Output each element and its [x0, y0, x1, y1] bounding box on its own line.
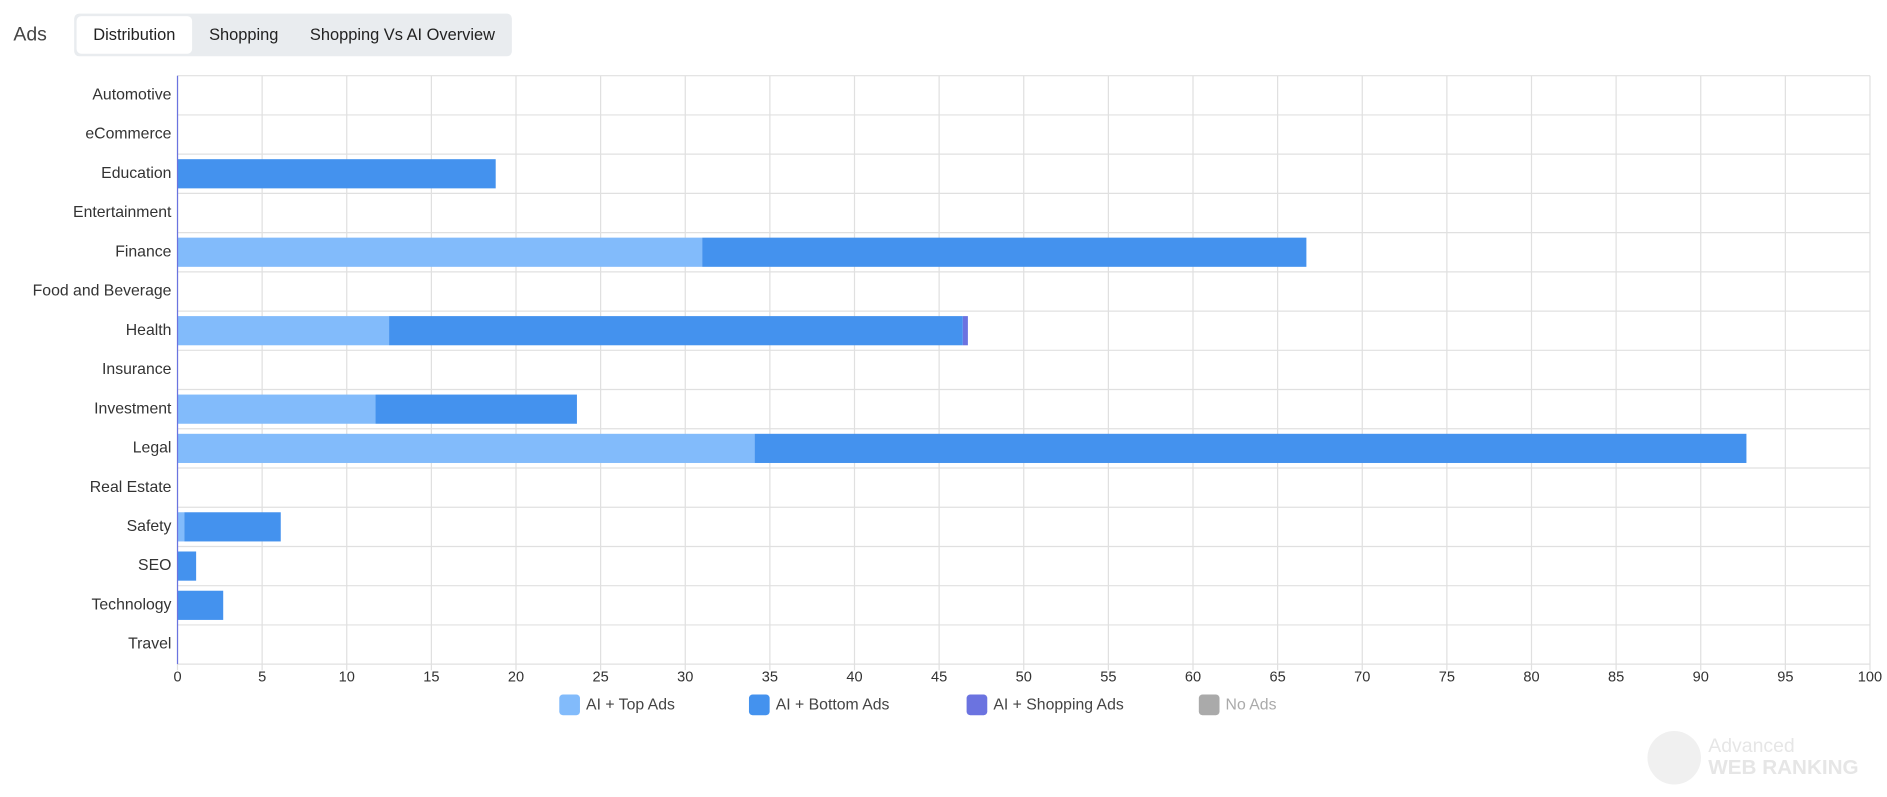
- x-tick-label: 40: [846, 669, 862, 685]
- bar: [184, 512, 281, 542]
- legend-label[interactable]: AI + Top Ads: [586, 697, 675, 714]
- bar: [754, 433, 1747, 463]
- x-tick-label: 80: [1523, 669, 1539, 685]
- y-tick-label: Education: [101, 165, 171, 182]
- bar: [177, 433, 755, 463]
- tab[interactable]: Shopping Vs AI Overview: [310, 26, 495, 44]
- y-tick-label: Travel: [128, 636, 171, 653]
- y-tick-label: Technology: [92, 596, 172, 613]
- x-tick-label: 85: [1608, 669, 1624, 685]
- bar: [177, 316, 390, 346]
- x-tick-label: 10: [339, 669, 355, 685]
- x-tick-label: 35: [762, 669, 778, 685]
- bar: [177, 237, 703, 267]
- y-tick-label: SEO: [138, 557, 171, 574]
- x-tick-label: 65: [1270, 669, 1286, 685]
- bar: [375, 394, 577, 424]
- legend-swatch[interactable]: [559, 694, 580, 716]
- x-tick-label: 50: [1016, 669, 1032, 685]
- y-tick-label: Health: [126, 322, 172, 339]
- y-tick-label: Entertainment: [73, 204, 172, 221]
- x-tick-label: 30: [677, 669, 693, 685]
- tab[interactable]: Shopping: [209, 26, 278, 44]
- x-tick-label: 75: [1439, 669, 1455, 685]
- page-title: Ads: [13, 24, 47, 46]
- x-tick-label: 25: [593, 669, 609, 685]
- x-tick-label: 100: [1858, 669, 1882, 685]
- bar: [389, 316, 963, 346]
- legend-swatch[interactable]: [1198, 694, 1220, 716]
- x-tick-label: 20: [508, 669, 524, 685]
- legend-swatch[interactable]: [966, 694, 988, 716]
- x-tick-label: 15: [423, 669, 439, 685]
- bar: [177, 590, 224, 620]
- watermark-logo: [1647, 731, 1701, 785]
- bar: [962, 316, 968, 346]
- bar: [177, 394, 376, 424]
- bar: [177, 159, 496, 189]
- x-tick-label: 60: [1185, 669, 1201, 685]
- x-tick-label: 95: [1777, 669, 1793, 685]
- watermark: Advanced: [1708, 735, 1794, 757]
- y-tick-label: Legal: [133, 440, 172, 457]
- x-tick-label: 90: [1693, 669, 1709, 685]
- x-tick-label: 0: [173, 669, 181, 685]
- y-tick-label: Finance: [115, 243, 171, 260]
- x-tick-label: 45: [931, 669, 947, 685]
- y-tick-label: Real Estate: [90, 479, 172, 496]
- legend-swatch[interactable]: [748, 694, 770, 716]
- watermark: WEB RANKING: [1708, 756, 1858, 779]
- tab-active: [76, 16, 193, 54]
- y-tick-label: Safety: [127, 518, 172, 535]
- x-tick-label: 5: [258, 669, 266, 685]
- tab[interactable]: Distribution: [93, 26, 175, 44]
- x-tick-label: 55: [1100, 669, 1116, 685]
- y-tick-label: eCommerce: [85, 126, 171, 143]
- y-tick-label: Food and Beverage: [33, 283, 172, 300]
- x-tick-label: 70: [1354, 669, 1370, 685]
- legend-label[interactable]: AI + Shopping Ads: [993, 697, 1124, 714]
- legend-label[interactable]: No Ads: [1226, 697, 1277, 714]
- bar: [702, 237, 1307, 267]
- y-tick-label: Investment: [94, 400, 172, 417]
- y-tick-label: Automotive: [92, 86, 171, 103]
- bar: [177, 512, 185, 542]
- legend-label[interactable]: AI + Bottom Ads: [776, 697, 890, 714]
- y-tick-label: Insurance: [102, 361, 172, 378]
- bar: [177, 551, 197, 581]
